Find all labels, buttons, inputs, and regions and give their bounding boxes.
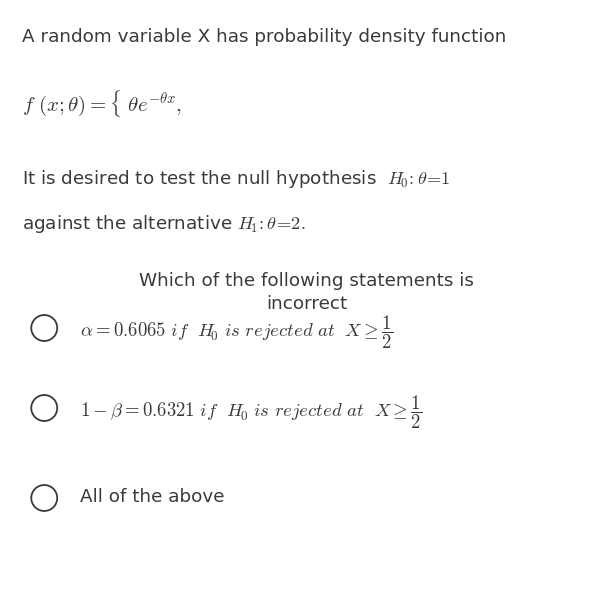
Text: A random variable X has probability density function: A random variable X has probability dens… [22,28,507,46]
Text: $f\ (x;\theta) = \{\ \theta e^{-\theta x},$: $f\ (x;\theta) = \{\ \theta e^{-\theta x… [22,88,182,119]
Text: $\alpha = 0.6065\ \mathit{if}\ \ H_{\!0}\ \mathit{is\ rejected\ at}\ \ X \geq \d: $\alpha = 0.6065\ \mathit{if}\ \ H_{\!0}… [80,313,393,351]
Text: Which of the following statements is: Which of the following statements is [139,272,474,290]
Text: incorrect: incorrect [266,295,348,313]
Text: All of the above: All of the above [80,488,224,506]
Text: It is desired to test the null hypothesis  $H_{\!\mathit{0}}\!:\theta\!=\!1$: It is desired to test the null hypothesi… [22,168,451,190]
Text: against the alternative $H_{\!\mathit{1}}\!:\theta\!=\!2.$: against the alternative $H_{\!\mathit{1}… [22,213,306,235]
Text: $1 - \beta = 0.6321\ \mathit{if}\ \ H_{\!0}\ \mathit{is\ rejected\ at}\ \ X \geq: $1 - \beta = 0.6321\ \mathit{if}\ \ H_{\… [80,393,422,431]
